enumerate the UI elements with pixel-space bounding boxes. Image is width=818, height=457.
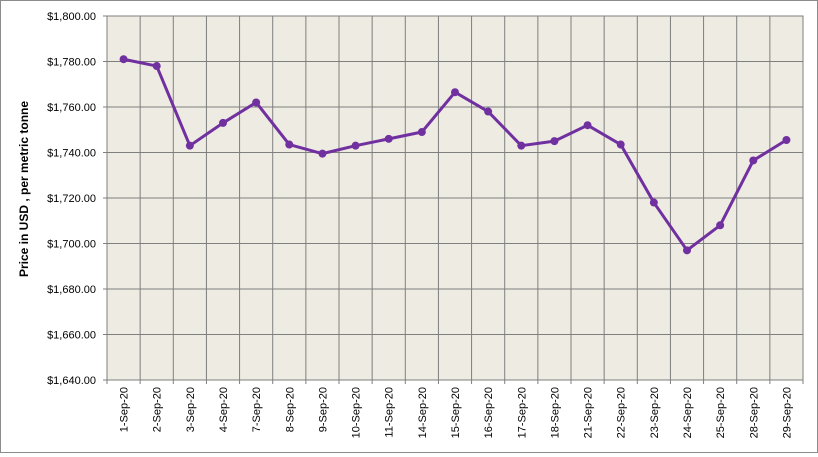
data-point — [451, 88, 459, 97]
x-tick-label: 24-Sep-20 — [682, 387, 694, 438]
y-tick-label: $1,700.00 — [47, 239, 96, 251]
data-point — [616, 140, 625, 149]
y-tick-label: $1,680.00 — [47, 284, 96, 296]
y-tick-label: $1,660.00 — [47, 330, 96, 342]
y-tick-label: $1,640.00 — [47, 375, 96, 387]
x-tick-label: 18-Sep-20 — [549, 387, 561, 438]
x-tick-label: 11-Sep-20 — [384, 387, 396, 438]
data-point — [119, 55, 128, 64]
y-tick-label: $1,760.00 — [47, 102, 96, 114]
data-point — [583, 121, 592, 130]
data-point — [782, 135, 791, 144]
plot-border — [106, 15, 804, 381]
data-point — [517, 141, 526, 150]
data-point — [716, 221, 725, 230]
y-tick-label: $1,780.00 — [47, 57, 96, 69]
x-tick-label: 17-Sep-20 — [516, 387, 528, 438]
x-tick-label: 16-Sep-20 — [483, 387, 495, 438]
x-tick-label: 9-Sep-20 — [317, 387, 329, 432]
x-tick-label: 25-Sep-20 — [715, 387, 727, 438]
data-point — [219, 118, 227, 127]
data-point — [649, 198, 658, 207]
data-point — [550, 137, 559, 146]
data-point — [749, 156, 758, 165]
data-point — [351, 141, 360, 150]
x-tick-label: 29-Sep-20 — [781, 387, 793, 438]
data-point — [683, 246, 691, 255]
x-tick-label: 14-Sep-20 — [417, 387, 429, 438]
data-point — [252, 98, 261, 107]
y-tick-label: $1,740.00 — [47, 148, 96, 160]
x-tick-label: 2-Sep-20 — [152, 387, 164, 432]
x-tick-label: 15-Sep-20 — [450, 387, 462, 438]
data-point — [152, 62, 161, 71]
x-tick-label: 23-Sep-20 — [649, 387, 661, 438]
y-tick-label: $1,720.00 — [47, 193, 96, 205]
data-point — [384, 134, 393, 143]
x-tick-label: 28-Sep-20 — [748, 387, 760, 438]
y-tick-label: $1,800.00 — [47, 11, 96, 23]
x-tick-label: 10-Sep-20 — [351, 387, 363, 438]
data-point — [318, 149, 327, 158]
x-tick-label: 3-Sep-20 — [185, 387, 197, 432]
data-point — [484, 107, 493, 116]
y-axis-label: Price in USD , per metric tonne — [17, 101, 31, 277]
data-point — [285, 140, 294, 149]
x-tick-label: 21-Sep-20 — [583, 387, 595, 438]
x-tick-label: 22-Sep-20 — [616, 387, 628, 438]
data-point — [185, 141, 194, 150]
x-tick-label: 7-Sep-20 — [251, 387, 263, 432]
data-point — [417, 128, 426, 137]
x-tick-label: 8-Sep-20 — [284, 387, 296, 432]
x-tick-label: 4-Sep-20 — [218, 387, 230, 432]
x-tick-label: 1-Sep-20 — [119, 387, 131, 432]
